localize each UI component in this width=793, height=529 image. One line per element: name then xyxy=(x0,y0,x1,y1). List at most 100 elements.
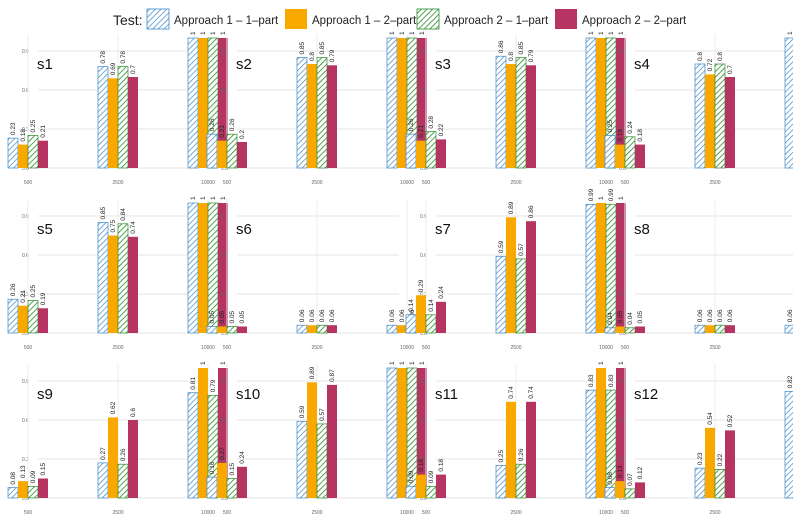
bar-value-label: 0.8 xyxy=(717,52,724,61)
bar xyxy=(416,295,426,333)
bar xyxy=(386,324,398,334)
panel-s10: 0.0 0.3 0.6 0.9 s10 0.160.270.150.24 500 0.59 0.… xyxy=(206,361,427,516)
y-tick-label: 0.9 xyxy=(420,49,427,55)
bar xyxy=(206,133,218,169)
bar-value-label: 0.13 xyxy=(20,465,27,478)
y-tick-label: 0.6 xyxy=(22,253,29,259)
legend-label: Approach 1 – 1–part xyxy=(174,15,279,27)
bar xyxy=(108,235,118,333)
bar xyxy=(436,301,446,333)
bar xyxy=(615,144,625,168)
bar-value-label: 0.21 xyxy=(219,125,226,138)
y-tick-label: 0.3 xyxy=(619,292,626,298)
bar-value-label: 1 xyxy=(588,31,595,35)
bar-value-label: 0.24 xyxy=(239,451,246,464)
y-tick-label: 0.0 xyxy=(22,331,29,337)
bar-value-label: 0.8 xyxy=(508,52,515,61)
bar-value-label: 0.26 xyxy=(518,448,525,461)
legend: Test: Approach 1 – 1–part Approach 1 – 2–… xyxy=(113,8,687,30)
bar-value-label: 1 xyxy=(220,196,227,200)
bar xyxy=(694,324,706,334)
bar xyxy=(97,222,109,334)
panel-s2: 0.00.30.60.9s20.260.210.260.25000.850.80… xyxy=(206,31,427,186)
bar xyxy=(495,465,507,499)
bar-value-label: 0.27 xyxy=(100,447,107,460)
bar-value-label: 1 xyxy=(419,361,426,365)
y-tick-label: 0.3 xyxy=(22,292,29,298)
bar xyxy=(725,325,735,333)
bar xyxy=(316,423,328,499)
bar-value-label: 0.12 xyxy=(637,466,644,479)
bar xyxy=(694,467,706,499)
bar xyxy=(237,326,247,333)
bar-value-label: 0.04 xyxy=(627,312,634,325)
x-tick-label: 500 xyxy=(422,180,431,186)
bar xyxy=(506,217,516,333)
y-tick-label: 0.6 xyxy=(619,253,626,259)
bar-value-label: 1 xyxy=(618,31,625,35)
bar xyxy=(226,326,238,334)
bar xyxy=(515,463,527,499)
x-tick-label: 500 xyxy=(223,510,232,516)
bar-value-label: 1 xyxy=(210,31,217,35)
y-tick-label: 0.6 xyxy=(22,88,29,94)
bar-value-label: 0.16 xyxy=(209,461,216,474)
bar-value-label: 0.18 xyxy=(637,129,644,142)
y-tick-label: 0.9 xyxy=(420,379,427,385)
bar-value-label: 0.85 xyxy=(319,41,326,54)
bar xyxy=(515,57,527,169)
y-tick-label: 0.0 xyxy=(619,496,626,502)
panel-title: s10 xyxy=(236,386,260,403)
bar-value-label: 1 xyxy=(608,31,615,35)
bar xyxy=(307,64,317,168)
bar xyxy=(117,463,129,499)
panel-title: s6 xyxy=(236,221,252,238)
bar xyxy=(217,462,227,498)
bar xyxy=(526,65,536,168)
bar xyxy=(18,144,28,168)
bar-value-label: 0.24 xyxy=(627,121,634,134)
bar-value-label: 0.24 xyxy=(438,286,445,299)
bar-value-label: 1 xyxy=(409,31,416,35)
bar-value-label: 0.06 xyxy=(707,309,714,322)
bar xyxy=(217,140,227,168)
x-tick-label: 10000 xyxy=(599,345,613,351)
bar xyxy=(615,481,625,498)
bar xyxy=(506,401,516,498)
bar xyxy=(237,466,247,498)
y-tick-label: 0.3 xyxy=(221,292,228,298)
bar xyxy=(616,38,626,168)
bar xyxy=(416,474,426,498)
bar xyxy=(784,324,793,334)
bar-value-label: 0.79 xyxy=(329,49,336,62)
x-tick-label: 500 xyxy=(621,180,630,186)
panel-title: s5 xyxy=(37,221,53,238)
bar xyxy=(237,142,247,168)
bar xyxy=(327,384,337,498)
bar-value-label: 1 xyxy=(618,361,625,365)
bar xyxy=(585,389,597,499)
bar-value-label: 1 xyxy=(419,31,426,35)
x-tick-label: 500 xyxy=(24,180,33,186)
bar-value-label: 0.18 xyxy=(438,459,445,472)
legend-label: Approach 1 – 2–part xyxy=(312,15,417,27)
bar-value-label: 0.26 xyxy=(10,283,17,296)
bar-value-label: 0.05 xyxy=(219,310,226,323)
bar-value-label: 0.23 xyxy=(10,122,17,135)
panel-title: s4 xyxy=(634,56,650,73)
x-tick-label: 10000 xyxy=(400,510,414,516)
bar-value-label: 0.06 xyxy=(717,309,724,322)
bar xyxy=(206,476,218,499)
bar-value-label: 0.06 xyxy=(727,309,734,322)
bar-value-label: 1 xyxy=(598,31,605,35)
bar xyxy=(187,37,199,169)
bar xyxy=(128,77,138,168)
bar-value-label: 0.81 xyxy=(190,377,197,390)
bar-value-label: 0.06 xyxy=(697,309,704,322)
bar xyxy=(725,77,735,168)
bar xyxy=(596,203,606,333)
bar-value-label: 0.13 xyxy=(617,465,624,478)
